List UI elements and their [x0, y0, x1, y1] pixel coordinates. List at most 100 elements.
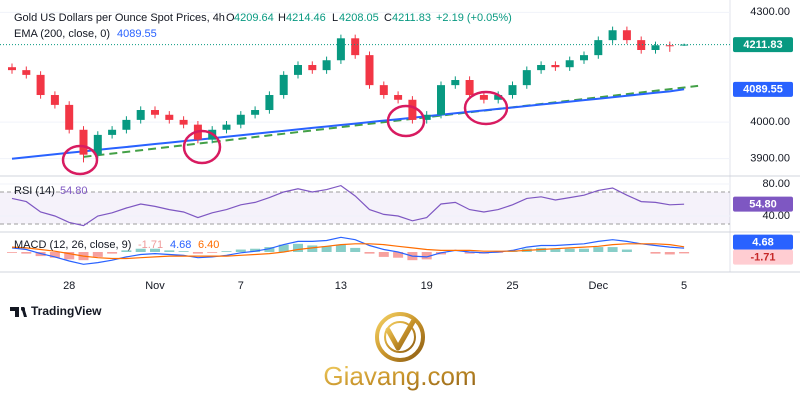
histogram-bar	[550, 248, 561, 252]
candle-body	[580, 55, 588, 61]
candle-body	[522, 70, 531, 86]
candle-body	[50, 95, 59, 105]
level-band	[0, 192, 730, 224]
candle-body	[379, 85, 388, 96]
histogram-bar	[364, 252, 375, 254]
candle-body	[294, 65, 302, 75]
y-tick-label: 80.00	[762, 178, 790, 190]
legend-value: 4.68	[170, 239, 191, 251]
x-tick-label: Nov	[145, 280, 165, 292]
brand-logo	[10, 307, 27, 317]
candle-body	[179, 119, 188, 125]
circle	[182, 129, 222, 165]
histogram-bar	[107, 252, 118, 254]
candle-body	[494, 95, 503, 100]
price-box-label: 4211.83	[743, 39, 782, 51]
candle-body	[308, 65, 317, 71]
macd-line	[11, 243, 685, 260]
histogram-bar	[378, 252, 389, 257]
histogram-bar	[579, 248, 589, 252]
candle-body	[422, 114, 431, 120]
price-box	[733, 37, 793, 53]
histogram-bar	[264, 247, 275, 252]
candle-body	[165, 114, 174, 120]
histogram-bar	[64, 252, 75, 260]
candle-body	[479, 95, 488, 100]
circle	[386, 104, 426, 138]
histogram-bar	[178, 251, 189, 252]
logo-check	[385, 317, 417, 351]
x-tick-label: 5	[681, 280, 687, 292]
brand-name: TradingView	[31, 304, 102, 318]
x-tick-label: Dec	[589, 280, 609, 292]
candle-body	[151, 110, 159, 115]
ohlc-label: C	[384, 12, 392, 24]
ohlc-value: 4209.64	[234, 12, 274, 24]
candle-body	[608, 30, 617, 41]
price-box-label: 54.80	[749, 199, 777, 211]
histogram-bar	[607, 247, 618, 252]
candle-body	[437, 85, 445, 115]
candle-body	[637, 40, 646, 51]
watermark-text: Giavang.com	[323, 361, 476, 391]
histogram-bar	[250, 248, 261, 252]
ohlc-label: H	[278, 12, 286, 24]
ohlc-label: L	[332, 12, 338, 24]
y-tick-label: 3900.00	[750, 153, 790, 165]
histogram-bar	[621, 249, 632, 252]
histogram-bar	[221, 251, 232, 252]
x-tick-label: 25	[506, 280, 518, 292]
price-box	[733, 81, 793, 97]
histogram-bar	[650, 252, 661, 254]
x-tick-label: 7	[238, 280, 244, 292]
candle-body	[22, 70, 31, 75]
histogram-bar	[593, 247, 604, 252]
histogram-bar	[164, 250, 175, 252]
ema-line	[11, 88, 685, 160]
legend-value: 54.80	[60, 185, 88, 197]
candle-body	[622, 30, 631, 41]
histogram-bar	[393, 252, 404, 258]
price-box	[733, 196, 793, 212]
price-box-label: -1.71	[750, 252, 775, 264]
histogram-bar	[92, 252, 103, 257]
histogram-bar	[564, 248, 575, 252]
candle-body	[79, 129, 88, 155]
histogram-bar	[21, 252, 32, 254]
price-box	[733, 234, 793, 250]
rsi-line	[11, 184, 685, 227]
candle-body	[394, 95, 403, 100]
candle-body	[322, 60, 331, 71]
price-box	[733, 249, 793, 265]
logo-ring	[375, 312, 425, 362]
candle-body	[36, 74, 45, 96]
candle-body	[236, 114, 245, 125]
candle-body	[122, 119, 131, 130]
candle-body	[108, 129, 117, 135]
candle-body	[665, 45, 674, 47]
candle-body	[451, 80, 460, 86]
legend-label: MACD (12, 26, close, 9)	[14, 239, 131, 251]
x-tick-label: 13	[335, 280, 347, 292]
candle-body	[594, 40, 603, 56]
histogram-bar	[121, 250, 132, 252]
histogram-bar	[293, 243, 303, 252]
chart-title: Gold US Dollars per Ounce Spot Prices, 4…	[14, 12, 225, 24]
candle-body	[265, 95, 274, 111]
histogram-bar	[49, 252, 60, 258]
histogram-bar	[207, 252, 218, 253]
histogram-bar	[335, 244, 346, 252]
candle-body	[408, 99, 417, 120]
candle-body	[336, 38, 345, 61]
histogram-bar	[350, 247, 361, 252]
candle-body	[465, 80, 474, 96]
ohlc-value: 4211.83	[392, 12, 431, 24]
ohlc-value: 4208.05	[339, 12, 379, 24]
histogram-bar	[664, 252, 675, 255]
candle-body	[65, 104, 74, 130]
legend-label: EMA (200, close, 0)	[14, 28, 110, 40]
histogram-bar	[235, 249, 246, 252]
histogram-bar	[192, 252, 203, 254]
watermark-logo	[375, 312, 425, 362]
